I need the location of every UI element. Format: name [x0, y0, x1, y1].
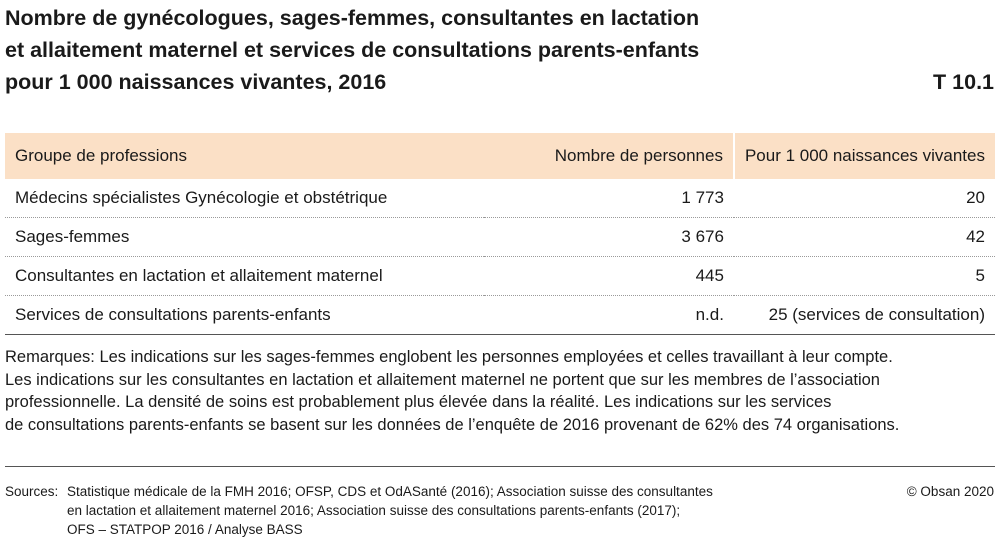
- sources-line: Statistique médicale de la FMH 2016; OFS…: [67, 484, 713, 499]
- cell-profession: Consultantes en lactation et allaitement…: [5, 256, 484, 296]
- table-title: Nombre de gynécologues, sages-femmes, co…: [5, 2, 905, 98]
- footer-divider: [5, 466, 995, 467]
- copyright: © Obsan 2020: [906, 484, 994, 499]
- sources-line: en lactation et allaitement maternel 201…: [67, 503, 681, 518]
- sources-line: OFS – STATPOP 2016 / Analyse BASS: [67, 522, 303, 537]
- table-row: Sages-femmes 3 676 42: [5, 217, 995, 257]
- cell-per-1000: 20: [966, 188, 985, 207]
- cell-per-1000: 5: [733, 256, 995, 296]
- title-line: Nombre de gynécologues, sages-femmes, co…: [5, 6, 700, 30]
- remarks-line: professionnelle. La densité de soins est…: [5, 393, 832, 411]
- cell-per-1000: 25 (services de consultation): [733, 295, 995, 335]
- remarks-line: Les indications sur les consultantes en …: [5, 370, 880, 389]
- column-header-profession-group: Groupe de professions: [5, 133, 484, 179]
- table-row: Médecins spécialistes Gynécologie et obs…: [5, 179, 995, 218]
- column-header-per-1000-births: Pour 1 000 naissances vivantes: [732, 133, 995, 179]
- title-line: pour 1 000 naissances vivantes, 2016: [5, 70, 387, 94]
- data-table: Groupe de professions Nombre de personne…: [5, 133, 995, 335]
- cell-persons: 445: [483, 256, 734, 296]
- cell-per-1000: 42: [733, 217, 995, 257]
- remarks-line: de consultations parents-enfants se base…: [5, 415, 900, 434]
- cell-persons: n.d.: [483, 295, 734, 335]
- table-header-row: Groupe de professions Nombre de personne…: [5, 133, 995, 179]
- column-header-number-of-persons: Nombre de personnes: [483, 133, 734, 179]
- cell-profession: Services de consultations parents-enfant…: [5, 295, 484, 335]
- cell-profession: Sages-femmes: [5, 217, 484, 257]
- table-code: T 10.1: [933, 70, 994, 94]
- table-row: Services de consultations parents-enfant…: [5, 295, 995, 335]
- remarks: Remarques: Les indications sur les sages…: [5, 346, 1000, 436]
- title-line: et allaitement maternel et services de c…: [5, 38, 700, 62]
- cell-persons: 1 773: [681, 188, 724, 207]
- cell-persons: 3 676: [483, 217, 734, 257]
- sources-label: Sources:: [5, 484, 59, 499]
- remarks-line: Remarques: Les indications sur les sages…: [5, 348, 893, 366]
- cell-profession: Médecins spécialistes Gynécologie et obs…: [15, 188, 388, 207]
- table-row: Consultantes en lactation et allaitement…: [5, 256, 995, 296]
- sources: Sources: Statistique médicale de la FMH 2…: [5, 482, 713, 539]
